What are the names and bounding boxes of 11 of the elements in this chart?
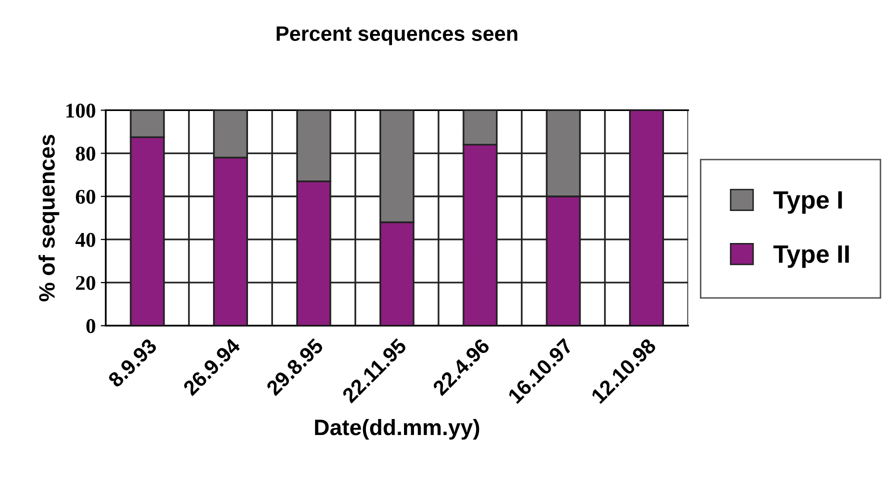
x-axis-title: Date(dd.mm.yy) — [315, 418, 480, 440]
chart-title: Percent sequences seen — [276, 26, 518, 46]
y-tick-label: 0 — [86, 319, 96, 334]
legend-label: Type II — [773, 246, 849, 268]
y-tick-label: 80 — [76, 146, 96, 161]
y-tick-label: 60 — [76, 190, 96, 204]
y-tick-label: 40 — [75, 232, 96, 247]
y-tick-label: 20 — [76, 276, 96, 290]
y-tick-label: 100 — [66, 104, 96, 118]
legend-label: Type I — [773, 191, 842, 214]
y-axis-title: % of sequences — [38, 134, 60, 302]
